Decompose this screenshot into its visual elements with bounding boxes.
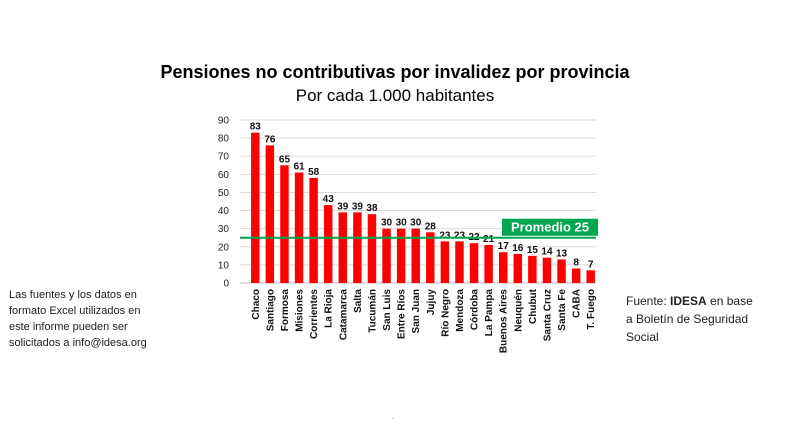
bar (251, 132, 260, 283)
data-label: 65 (279, 154, 291, 165)
category-label: Chaco (251, 289, 262, 320)
bar (323, 205, 333, 283)
bar (571, 268, 581, 283)
bar (440, 241, 450, 283)
data-label: 7 (588, 259, 594, 270)
category-label: Río Negro (440, 289, 451, 337)
data-label: 23 (454, 230, 466, 241)
y-tick-label: 40 (218, 206, 230, 217)
bar (469, 243, 479, 283)
y-tick-label: 30 (218, 224, 230, 235)
category-label: San Juan (411, 289, 422, 333)
bar (280, 165, 289, 283)
category-label: San Luis (382, 289, 393, 331)
bar (542, 257, 552, 283)
data-label: 17 (498, 241, 510, 252)
category-label: Entre Ríos (397, 289, 408, 339)
average-label: Promedio 25 (511, 220, 589, 235)
data-label: 76 (264, 134, 276, 145)
data-label: 58 (308, 167, 320, 178)
data-label: 8 (573, 258, 579, 269)
data-label: 30 (396, 218, 408, 229)
source-note: Las fuentes y los datos en formato Excel… (9, 287, 184, 351)
bar (338, 212, 348, 283)
data-label: 15 (527, 245, 539, 256)
category-label: Formosa (280, 289, 291, 332)
chart-subtitle: Por cada 1.000 habitantes (295, 86, 495, 105)
bar (265, 145, 275, 283)
footer-mark: . (392, 412, 395, 421)
source-note-line: este informe pueden ser (9, 321, 128, 333)
bar (513, 254, 523, 283)
source-note-line: solicitados a info@idesa.org (9, 337, 147, 349)
credit-org: IDESA (670, 294, 707, 308)
y-tick-label: 80 (218, 134, 230, 145)
bar (382, 228, 391, 283)
bar (484, 244, 493, 283)
data-label: 16 (512, 243, 524, 254)
category-label: Buenos Aires (499, 289, 510, 354)
data-label: 83 (250, 122, 262, 133)
average-label-box (502, 218, 598, 236)
data-label: 23 (439, 230, 451, 241)
category-label: CABA (572, 289, 583, 318)
category-label: La Pampa (484, 289, 495, 337)
source-credit: Fuente: IDESA en base a Boletín de Segur… (626, 292, 786, 346)
bar (557, 259, 566, 283)
y-tick-label: 0 (223, 279, 229, 290)
chart-title: Pensiones no contributivas por invalidez… (160, 62, 630, 82)
bar (367, 214, 377, 283)
data-label: 21 (483, 234, 495, 245)
credit-line-3: Social (626, 330, 659, 344)
credit-line-2: a Boletín de Seguridad (626, 312, 749, 326)
data-label: 30 (410, 218, 422, 229)
y-tick-label: 90 (218, 116, 230, 127)
data-label: 39 (337, 201, 349, 212)
bar (294, 172, 304, 283)
category-label: Tucumán (367, 289, 378, 333)
y-tick-label: 10 (218, 260, 230, 271)
data-label: 14 (541, 247, 553, 258)
bar (455, 241, 464, 283)
bar (586, 270, 595, 283)
y-tick-label: 60 (218, 170, 230, 181)
category-label: Mendoza (455, 289, 466, 332)
credit-line-1: Fuente: IDESA en base (626, 292, 786, 310)
bar (528, 255, 537, 283)
y-tick-label: 20 (218, 242, 230, 253)
data-label: 39 (352, 201, 364, 212)
category-label: Chubut (528, 288, 539, 324)
category-label: Jujuy (426, 289, 437, 316)
bar (353, 212, 362, 283)
category-label: Neuquén (513, 289, 524, 332)
credit-rest: en base (706, 294, 753, 308)
data-label: 61 (293, 162, 305, 173)
category-label: Corrientes (309, 289, 320, 339)
category-label: Santa Fe (557, 289, 568, 331)
data-label: 38 (366, 203, 378, 214)
bar (498, 252, 508, 283)
category-label: Salta (353, 289, 364, 313)
category-label: T. Fuego (586, 289, 597, 330)
bar (396, 228, 406, 283)
bar (426, 232, 435, 283)
category-label: Catamarca (338, 289, 349, 341)
y-tick-label: 70 (218, 152, 230, 163)
credit-prefix: Fuente: (626, 294, 671, 308)
category-label: Córdoba (470, 289, 481, 331)
source-note-line: Las fuentes y los datos en (9, 289, 137, 301)
data-label: 28 (425, 221, 437, 232)
category-label: Misiones (295, 289, 306, 332)
category-label: Santiago (265, 289, 276, 331)
data-label: 43 (323, 194, 335, 205)
category-label: La Rioja (324, 289, 335, 328)
data-label: 30 (381, 218, 393, 229)
category-label: Santa Cruz (542, 289, 553, 341)
y-tick-label: 50 (218, 188, 230, 199)
source-note-line: formato Excel utilizados en (9, 305, 141, 317)
bar (411, 228, 420, 283)
bar (309, 177, 318, 283)
data-label: 13 (556, 248, 568, 259)
